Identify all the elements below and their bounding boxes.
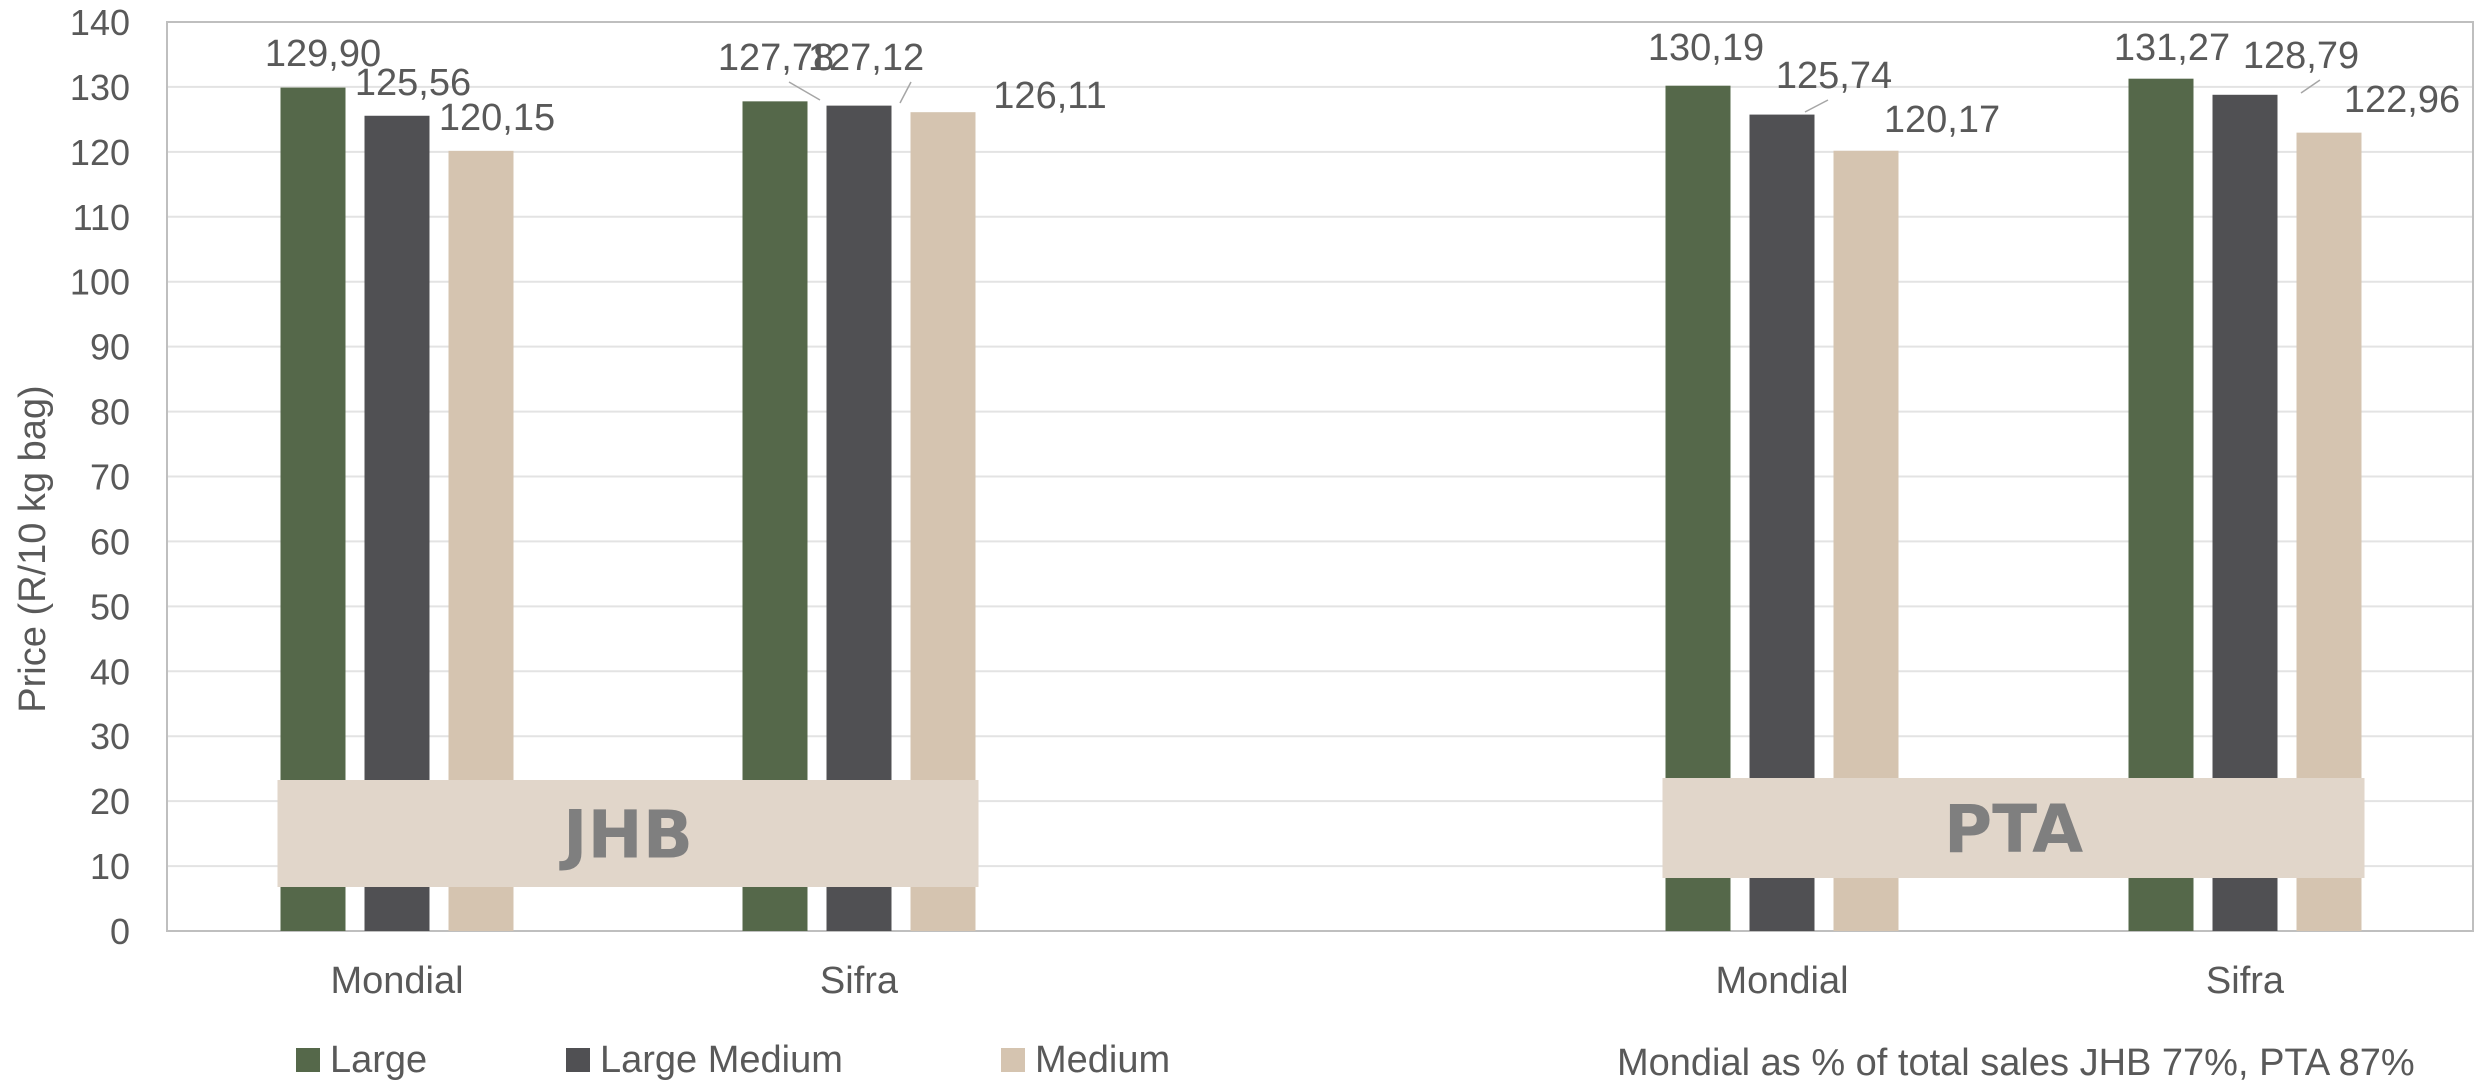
plot-area-frame bbox=[166, 21, 2474, 932]
y-tick-label: 10 bbox=[90, 846, 130, 887]
y-tick-label: 80 bbox=[90, 392, 130, 433]
data-label: 131,27 bbox=[2114, 27, 2230, 69]
data-label: 130,19 bbox=[1648, 27, 1764, 69]
data-label: 122,96 bbox=[2344, 79, 2460, 121]
legend-swatch bbox=[296, 1048, 320, 1072]
y-axis-ticks: 0 10 20 30 40 50 60 70 80 90 100 110 120 130 140 bbox=[70, 2, 130, 952]
y-tick-label: 40 bbox=[90, 651, 130, 692]
y-tick-label: 110 bbox=[73, 197, 130, 238]
leader-line bbox=[1804, 99, 1829, 113]
y-tick-label: 30 bbox=[90, 716, 130, 757]
category-label: Mondial bbox=[1715, 960, 1848, 1002]
gridlines bbox=[167, 85, 2473, 868]
y-tick-label: 140 bbox=[70, 2, 130, 43]
data-label: 120,17 bbox=[1884, 99, 2000, 141]
category-label: Sifra bbox=[2206, 960, 2285, 1002]
y-tick-label: 70 bbox=[90, 457, 130, 498]
legend-label: Medium bbox=[1035, 1039, 1170, 1081]
bars bbox=[280, 78, 2362, 932]
data-label: 127,78 bbox=[718, 37, 834, 79]
region-box-jhb bbox=[277, 780, 979, 887]
region-label: PTA bbox=[1944, 791, 2083, 868]
label-leader-lines bbox=[788, 79, 2321, 113]
leader-line bbox=[899, 81, 912, 104]
data-label: 128,79 bbox=[2243, 35, 2359, 77]
legend-swatch bbox=[566, 1048, 590, 1072]
data-label: 120,15 bbox=[439, 97, 555, 139]
y-tick-label: 130 bbox=[70, 67, 130, 108]
region-boxes: JHB PTA bbox=[277, 778, 2365, 887]
leader-line bbox=[788, 81, 821, 101]
legend-label: Large Medium bbox=[600, 1039, 843, 1081]
legend-swatch bbox=[1001, 1048, 1025, 1072]
category-label: Sifra bbox=[820, 960, 899, 1002]
y-tick-label: 20 bbox=[90, 781, 130, 822]
data-label: 129,90 bbox=[265, 33, 381, 75]
category-labels: Mondial Sifra Mondial Sifra bbox=[330, 960, 2284, 1002]
y-tick-label: 50 bbox=[90, 586, 130, 627]
data-label: 125,56 bbox=[355, 62, 471, 104]
sales-share-note: Mondial as % of total sales JHB 77%, PTA… bbox=[1617, 1042, 2415, 1083]
y-axis-label: Price (R/10 kg bag) bbox=[12, 385, 54, 712]
legend: Large Large Medium Medium bbox=[296, 1039, 1170, 1081]
y-tick-label: 100 bbox=[70, 262, 130, 303]
data-label: 127,12 bbox=[808, 37, 924, 79]
y-tick-label: 60 bbox=[90, 521, 130, 562]
leader-line bbox=[2300, 79, 2321, 94]
region-label: JHB bbox=[559, 797, 693, 874]
category-label: Mondial bbox=[330, 960, 463, 1002]
y-tick-label: 0 bbox=[110, 911, 130, 952]
legend-label: Large bbox=[330, 1039, 427, 1081]
data-label: 126,11 bbox=[993, 75, 1106, 117]
y-tick-label: 120 bbox=[70, 132, 130, 173]
region-box-pta bbox=[1662, 778, 2365, 878]
y-tick-label: 90 bbox=[90, 327, 130, 368]
data-label: 125,74 bbox=[1776, 55, 1892, 97]
